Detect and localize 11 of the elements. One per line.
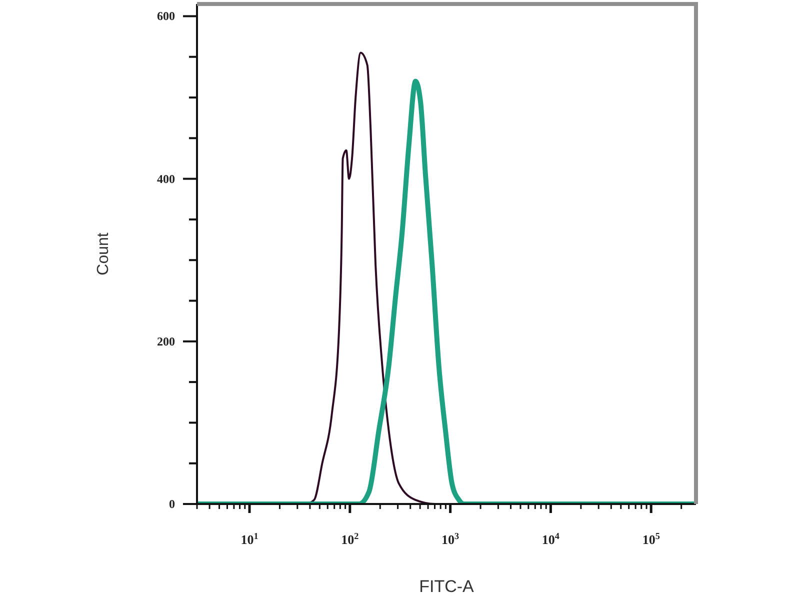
y-tick-label: 600 bbox=[157, 9, 175, 24]
x-axis-title: FITC-A bbox=[419, 577, 475, 596]
y-tick-label: 200 bbox=[157, 334, 175, 348]
y-tick-label: 0 bbox=[169, 497, 175, 511]
x-tick-label: 10$^{4}$ bbox=[542, 531, 560, 547]
x-tick-label: 10$^{2}$ bbox=[341, 531, 360, 547]
x-tick-label: 10$^{5}$ bbox=[642, 531, 660, 547]
x-tick-label: 10$^{1}$ bbox=[240, 531, 259, 547]
x-tick-label: 10$^{3}$ bbox=[442, 531, 460, 547]
y-tick-label: 400 bbox=[157, 172, 175, 186]
y-axis-title: Count bbox=[95, 232, 112, 276]
